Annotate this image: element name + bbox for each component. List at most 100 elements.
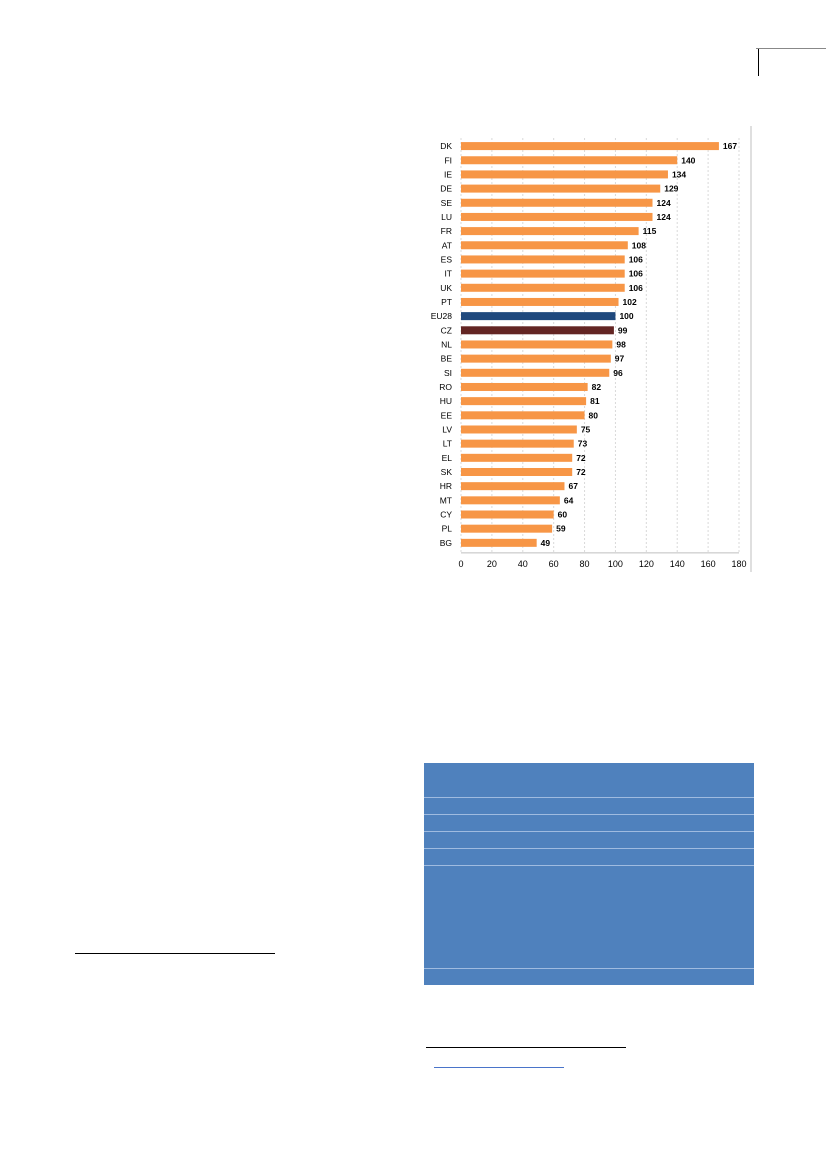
footnote-link[interactable] xyxy=(434,1067,564,1068)
info-row-divider xyxy=(424,848,754,849)
info-row-divider xyxy=(424,968,754,969)
bar-ie xyxy=(461,170,668,179)
category-label: HU xyxy=(440,396,452,406)
bar-sk xyxy=(461,467,573,476)
category-label: LV xyxy=(442,424,452,434)
data-label: 64 xyxy=(564,495,574,505)
bar-mt xyxy=(461,496,560,505)
info-box xyxy=(424,763,754,985)
bar-pt xyxy=(461,297,619,306)
category-label: FI xyxy=(444,155,452,165)
category-label: LT xyxy=(443,439,452,449)
category-label: CY xyxy=(440,510,452,520)
category-label: EL xyxy=(442,453,453,463)
data-label: 129 xyxy=(664,184,678,194)
category-label: SE xyxy=(441,198,453,208)
bar-lu xyxy=(461,212,653,221)
category-label: DE xyxy=(440,184,452,194)
category-labels: DK FI IE DE SE LU FR AT ES IT UK PT EU28 CZ NL BE SI RO HU… xyxy=(431,141,453,548)
data-label: 72 xyxy=(576,467,586,477)
category-label: FR xyxy=(441,226,452,236)
category-label: IE xyxy=(444,169,452,179)
x-tick-label: 160 xyxy=(701,559,716,569)
category-label: BG xyxy=(440,538,452,548)
data-label: 80 xyxy=(589,410,599,420)
x-tick-label: 80 xyxy=(580,559,590,569)
x-tick-label: 60 xyxy=(549,559,559,569)
data-label: 140 xyxy=(681,155,695,165)
data-label: 81 xyxy=(590,396,600,406)
x-tick-label: 20 xyxy=(487,559,497,569)
category-label: NL xyxy=(441,339,452,349)
category-label: UK xyxy=(440,283,452,293)
category-label: SI xyxy=(444,368,452,378)
bar-cy xyxy=(461,510,554,519)
data-label: 75 xyxy=(581,424,591,434)
data-label: 67 xyxy=(568,481,578,491)
chart-svg: DK FI IE DE SE LU FR AT ES IT UK PT EU28 CZ NL BE SI RO HU… xyxy=(431,126,752,572)
category-label: EU28 xyxy=(431,311,453,321)
data-label: 98 xyxy=(616,339,626,349)
bar-uk xyxy=(461,283,625,292)
category-label: LU xyxy=(441,212,452,222)
data-labels: 1671401341291241241151081061061061021009… xyxy=(541,141,738,548)
bar-el xyxy=(461,453,573,462)
category-label: CZ xyxy=(441,325,452,335)
bar-it xyxy=(461,269,625,278)
x-tick-label: 120 xyxy=(639,559,654,569)
bar-se xyxy=(461,198,653,207)
bar-hr xyxy=(461,482,565,491)
bar-es xyxy=(461,255,625,264)
x-tick-label: 180 xyxy=(731,559,746,569)
x-tick-label: 0 xyxy=(458,559,463,569)
data-label: 124 xyxy=(657,212,671,222)
x-tick-labels: 0 20 40 60 80 100 120 140 160 180 xyxy=(458,559,746,569)
bar-ro xyxy=(461,382,588,391)
bar-de xyxy=(461,184,661,193)
x-tick-label: 140 xyxy=(670,559,685,569)
data-label: 73 xyxy=(578,439,588,449)
category-label: IT xyxy=(444,269,452,279)
bars xyxy=(461,142,719,547)
bar-lt xyxy=(461,439,574,448)
category-label: RO xyxy=(439,382,452,392)
data-label: 102 xyxy=(623,297,637,307)
data-label: 59 xyxy=(556,524,566,534)
data-label: 49 xyxy=(541,538,551,548)
data-label: 99 xyxy=(618,325,628,335)
page-header-rule xyxy=(756,48,826,49)
page-corner-rule xyxy=(758,48,759,76)
data-label: 124 xyxy=(657,198,671,208)
category-label: SK xyxy=(441,467,453,477)
x-tick-label: 100 xyxy=(608,559,623,569)
category-label: PT xyxy=(441,297,452,307)
bar-hu xyxy=(461,397,587,406)
info-row-divider xyxy=(424,797,754,798)
data-label: 72 xyxy=(576,453,586,463)
bar-chart: DK FI IE DE SE LU FR AT ES IT UK PT EU28 CZ NL BE SI RO HU… xyxy=(400,122,760,577)
footnote-separator xyxy=(426,1047,626,1048)
bar-pl xyxy=(461,524,553,533)
bar-bg xyxy=(461,538,537,547)
bar-eu28 xyxy=(461,312,616,321)
category-label: PL xyxy=(442,524,453,534)
bar-dk xyxy=(461,142,719,151)
bar-si xyxy=(461,368,610,377)
data-label: 82 xyxy=(592,382,602,392)
bar-nl xyxy=(461,340,613,349)
bar-fi xyxy=(461,156,678,165)
info-row-divider xyxy=(424,814,754,815)
x-tick-label: 40 xyxy=(518,559,528,569)
data-label: 167 xyxy=(723,141,737,151)
data-label: 106 xyxy=(629,283,643,293)
category-label: DK xyxy=(440,141,452,151)
category-label: AT xyxy=(442,240,452,250)
bar-lv xyxy=(461,425,577,434)
bar-cz xyxy=(461,326,614,335)
data-label: 100 xyxy=(619,311,633,321)
data-label: 115 xyxy=(643,226,657,236)
data-label: 108 xyxy=(632,240,646,250)
info-row-divider xyxy=(424,865,754,866)
bar-be xyxy=(461,354,611,363)
category-label: EE xyxy=(441,410,453,420)
